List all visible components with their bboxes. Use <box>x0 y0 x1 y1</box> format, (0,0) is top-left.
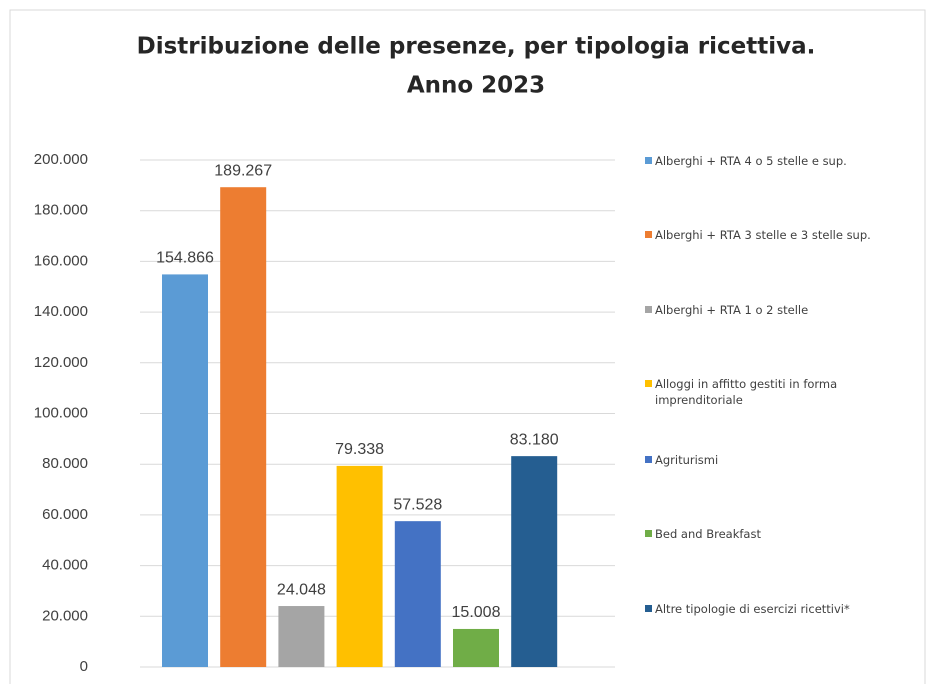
y-tick-label: 100.000 <box>34 404 88 421</box>
y-tick-label: 0 <box>80 658 88 675</box>
y-tick-label: 140.000 <box>34 303 88 320</box>
legend-swatch <box>645 530 652 537</box>
value-label: 79.338 <box>335 441 384 458</box>
legend-item: Altre tipologie di esercizi ricettivi* <box>645 601 915 617</box>
legend-label: Alberghi + RTA 3 stelle e 3 stelle sup. <box>655 228 871 242</box>
bar <box>394 521 441 667</box>
value-label: 24.048 <box>277 581 326 598</box>
bar <box>336 465 383 667</box>
legend-item: Agriturismi <box>645 452 915 468</box>
bar <box>162 274 208 667</box>
y-tick-label: 120.000 <box>34 354 88 371</box>
legend-item: Alberghi + RTA 4 o 5 stelle e sup. <box>645 153 915 169</box>
legend-swatch <box>645 605 652 612</box>
y-tick-label: 160.000 <box>34 252 88 269</box>
legend-label: Alberghi + RTA 4 o 5 stelle e sup. <box>655 154 847 168</box>
chart-title: Distribuzione delle presenze, per tipolo… <box>137 34 816 60</box>
legend-swatch <box>645 157 652 164</box>
value-label: 189.267 <box>214 162 272 179</box>
legend-swatch <box>645 380 652 387</box>
y-tick-label: 20.000 <box>42 607 88 624</box>
bar <box>453 628 499 667</box>
legend-item: Alberghi + RTA 3 stelle e 3 stelle sup. <box>645 227 915 243</box>
chart-frame <box>9 9 926 684</box>
y-tick-label: 40.000 <box>42 557 88 574</box>
legend-swatch <box>645 456 652 463</box>
legend-label: Alloggi in affitto gestiti in forma impr… <box>655 377 838 407</box>
legend-item: Alloggi in affitto gestiti in forma impr… <box>645 376 915 408</box>
legend-label: Agriturismi <box>655 453 719 467</box>
legend-item: Alberghi + RTA 1 o 2 stelle <box>645 302 915 318</box>
value-label: 15.008 <box>452 604 501 621</box>
legend-item: Bed and Breakfast <box>645 526 915 542</box>
y-tick-label: 60.000 <box>42 506 88 523</box>
bar <box>278 606 325 667</box>
legend-label: Bed and Breakfast <box>655 527 761 541</box>
y-tick-label: 200.000 <box>34 151 88 168</box>
value-label: 57.528 <box>393 496 442 513</box>
legend-label: Altre tipologie di esercizi ricettivi* <box>655 602 850 616</box>
chart-title: Anno 2023 <box>407 73 545 99</box>
value-label: 83.180 <box>510 431 559 448</box>
value-label: 154.866 <box>156 250 214 267</box>
legend-label: Alberghi + RTA 1 o 2 stelle <box>655 303 809 317</box>
legend-swatch <box>645 231 652 238</box>
bar <box>511 456 558 667</box>
legend-swatch <box>645 306 652 313</box>
y-tick-label: 180.000 <box>34 202 88 219</box>
y-tick-label: 80.000 <box>42 455 88 472</box>
bar <box>220 187 267 667</box>
